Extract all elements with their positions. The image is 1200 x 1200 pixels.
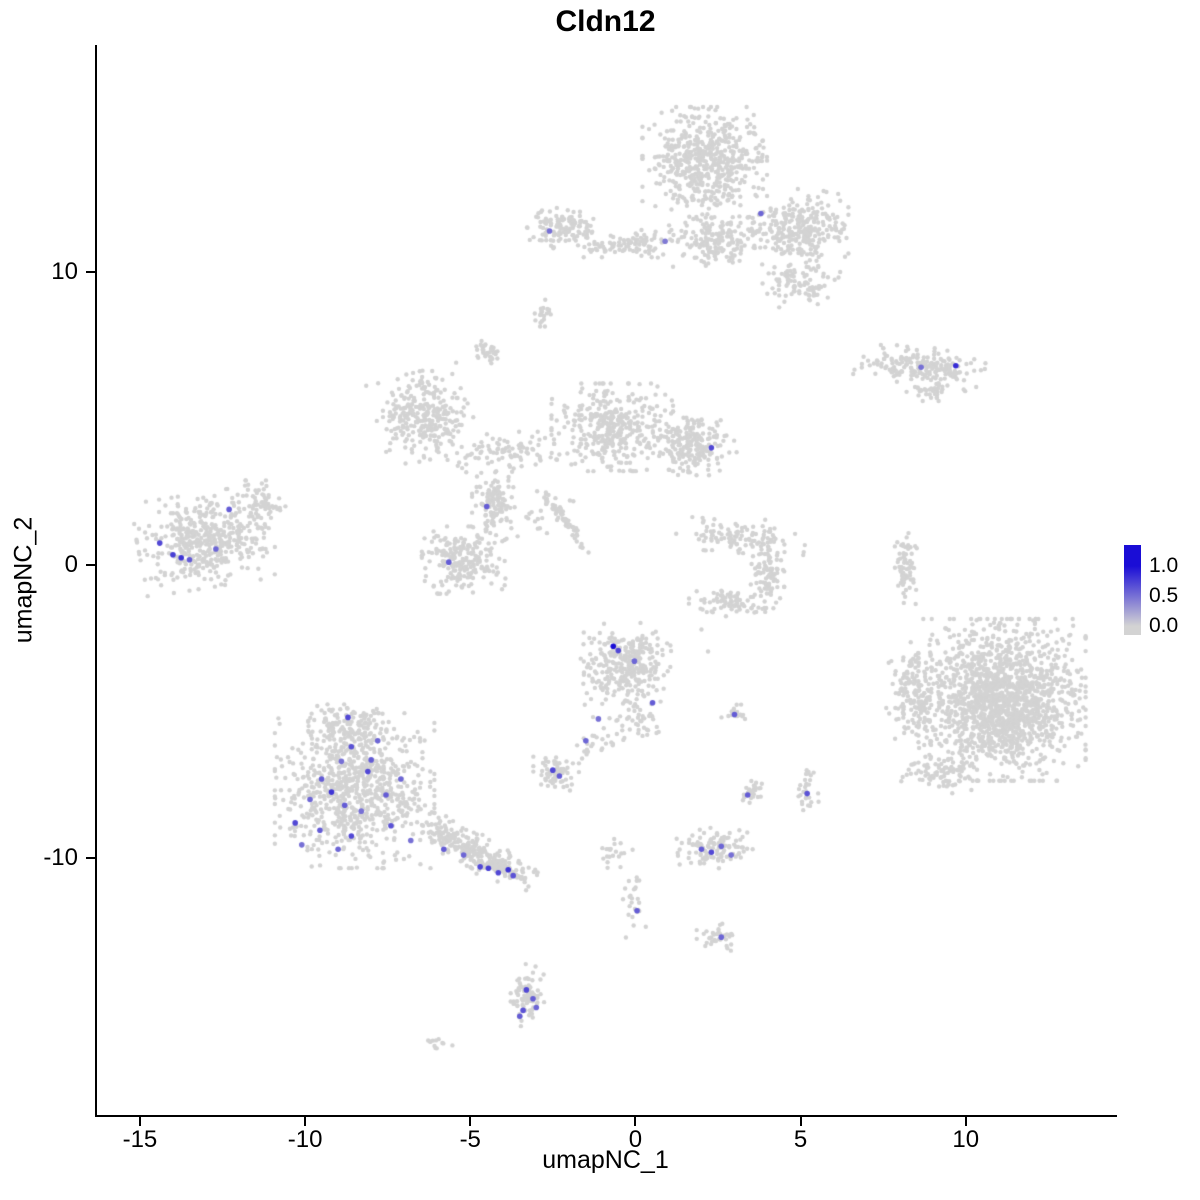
x-axis-line [95,1115,1117,1117]
x-tick-mark [469,1117,472,1126]
scatter-points-canvas [95,45,1116,1115]
x-tick-mark [634,1117,637,1126]
expression-legend: 1.0 0.5 0.0 [1124,545,1196,641]
legend-gradient-bar [1124,545,1141,635]
y-axis-title: umapNC_2 [9,516,38,644]
x-tick-mark [799,1117,802,1126]
legend-label: 0.0 [1149,614,1179,637]
legend-label: 1.0 [1149,554,1179,577]
y-tick-mark [86,271,95,274]
x-tick-label: -10 [287,1126,323,1153]
x-tick-mark [964,1117,967,1126]
legend-label: 0.5 [1149,584,1179,607]
y-tick-mark [86,564,95,567]
y-tick-label: -10 [43,844,78,872]
x-tick-label: -15 [122,1126,158,1153]
y-tick-label: 0 [64,551,78,579]
y-tick-label: 10 [51,258,78,286]
x-tick-label: -5 [459,1126,481,1153]
x-tick-mark [138,1117,141,1126]
x-tick-label: 0 [628,1126,643,1153]
x-tick-label: 5 [793,1126,808,1153]
y-tick-mark [86,857,95,860]
x-tick-mark [304,1117,307,1126]
plot-title: Cldn12 [555,5,656,38]
x-axis-title: umapNC_1 [542,1146,669,1174]
x-tick-label: 10 [952,1126,980,1153]
